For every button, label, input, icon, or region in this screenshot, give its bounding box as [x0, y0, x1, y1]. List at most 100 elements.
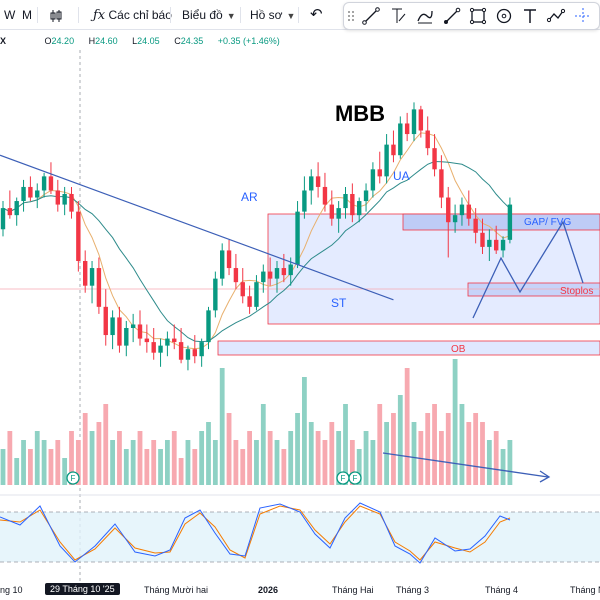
- toolbar-separator: [298, 7, 299, 23]
- candle-body: [384, 144, 389, 177]
- ray-tool-icon[interactable]: [388, 6, 408, 26]
- brush-tool-icon[interactable]: [442, 6, 462, 26]
- projection-path[interactable]: [472, 220, 584, 319]
- candle-body: [117, 317, 122, 346]
- candle-body: [466, 204, 471, 219]
- candle-body: [507, 204, 513, 240]
- stochastic-k-line: [0, 502, 511, 564]
- candle-body: [487, 239, 492, 247]
- candle-body: [418, 109, 424, 131]
- volume-bar: [55, 440, 61, 485]
- ua-label: UA: [393, 169, 410, 183]
- candle-body: [350, 194, 355, 216]
- candle-body: [137, 324, 143, 339]
- profile-dropdown[interactable]: Hồ sơ ▼: [250, 0, 295, 30]
- candle-body: [425, 130, 430, 149]
- trading-range-box[interactable]: [267, 213, 600, 325]
- volume-bar: [151, 440, 157, 485]
- candle-body: [206, 310, 211, 343]
- candle-body: [315, 176, 321, 187]
- volume-trend-arrow[interactable]: [382, 452, 549, 478]
- arrowhead-icon: [539, 470, 551, 483]
- volume-bar: [274, 440, 280, 485]
- volume-bar: [0, 449, 6, 485]
- price-chart[interactable]: F F F MBB AR UA ST GAP/ FVG Stoplos OB: [0, 0, 600, 582]
- volume-bar: [411, 422, 417, 485]
- undo-icon[interactable]: ↶: [310, 6, 323, 23]
- candle-body: [83, 261, 88, 286]
- chart-style-button[interactable]: [48, 0, 64, 30]
- ob-box[interactable]: [217, 340, 600, 356]
- interval-w-button[interactable]: W: [4, 8, 16, 22]
- chevron-down-icon: ▼: [226, 11, 236, 21]
- text-tool-icon[interactable]: [520, 6, 540, 26]
- ma-slow-line: [2, 161, 511, 343]
- candle-body: [411, 109, 417, 135]
- volume-bar: [302, 377, 307, 485]
- candle-body: [21, 186, 26, 202]
- candle-body: [14, 201, 19, 216]
- change-value: +0.35 (+1.46%): [217, 36, 280, 46]
- candle-body: [459, 204, 465, 216]
- volume-bar: [103, 404, 109, 485]
- stoploss-box[interactable]: [467, 282, 600, 297]
- volume-bar: [185, 440, 191, 485]
- candle-body: [41, 176, 47, 191]
- interval-m-button[interactable]: M: [22, 8, 32, 22]
- path-tool-icon[interactable]: [546, 6, 566, 26]
- volume-bar: [439, 431, 444, 485]
- candle-body: [363, 190, 369, 202]
- candle-body: [35, 190, 40, 198]
- candle-body: [309, 176, 314, 191]
- event-marker[interactable]: F: [348, 471, 362, 485]
- circle-tool-icon[interactable]: [494, 6, 514, 26]
- stochastic-d-line: [0, 505, 511, 561]
- event-marker[interactable]: F: [66, 471, 80, 485]
- candle-body: [343, 194, 348, 209]
- crosshair-icon[interactable]: [573, 6, 593, 26]
- volume-bar: [158, 449, 163, 485]
- time-axis-label: Tháng 4: [485, 585, 519, 595]
- gap-fvg-box[interactable]: [402, 213, 600, 231]
- close-legend-icon[interactable]: X: [0, 36, 7, 46]
- line-tool-icon[interactable]: [361, 6, 381, 26]
- drag-handle-icon[interactable]: [346, 6, 356, 26]
- candle-body: [130, 324, 136, 328]
- close-value: 24.35: [180, 36, 204, 46]
- volume-bar: [96, 422, 102, 485]
- candle-body: [302, 190, 307, 212]
- candle-body: [322, 186, 328, 205]
- volume-bar: [212, 440, 218, 485]
- candle-body: [404, 123, 410, 135]
- candle-body: [165, 338, 170, 346]
- volume-bar: [110, 440, 115, 485]
- volume-bar: [7, 431, 13, 485]
- event-marker[interactable]: F: [336, 471, 350, 485]
- indicators-button[interactable]: ƒx Các chỉ báo: [93, 0, 172, 30]
- toolbar-separator: [78, 7, 79, 23]
- candle-body: [233, 268, 239, 283]
- rectangle-tool-icon[interactable]: [468, 6, 488, 26]
- event-marker-label: F: [71, 474, 76, 483]
- volume-bar: [178, 458, 184, 485]
- volume-bar: [34, 431, 40, 485]
- low-value: 24.05: [137, 36, 160, 46]
- candle-body: [76, 211, 81, 261]
- volume-bar: [397, 395, 403, 485]
- volume-bar: [206, 422, 211, 485]
- candle-body: [192, 349, 197, 357]
- volume-bar: [130, 440, 136, 485]
- candle-body: [158, 345, 163, 353]
- candle-body: [398, 123, 403, 156]
- volume-bar: [377, 404, 383, 485]
- price-trendline[interactable]: [0, 154, 394, 301]
- chart-type-dropdown[interactable]: Biểu đồ ▼: [182, 0, 236, 30]
- high-label: H: [88, 36, 96, 46]
- ar-label: AR: [241, 190, 258, 204]
- pen-tool-icon[interactable]: [415, 6, 435, 26]
- candle-body: [439, 169, 444, 198]
- candle-body: [55, 190, 60, 205]
- volume-bar: [226, 413, 232, 485]
- candle-body: [124, 328, 129, 346]
- volume-bar: [41, 440, 47, 485]
